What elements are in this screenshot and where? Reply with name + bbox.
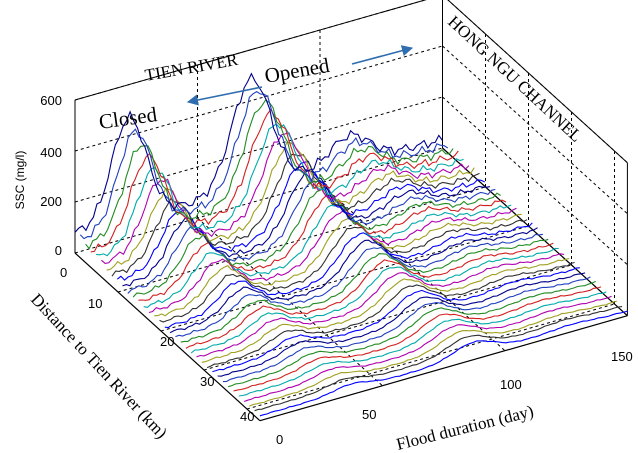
- ssc-series-line: [196, 253, 565, 358]
- side-wall-gridline: [442, 45, 628, 215]
- ssc-series-line: [169, 227, 538, 334]
- ssc-series-line: [206, 261, 575, 369]
- floor-gridline: [246, 303, 615, 410]
- duration-tick-label: 100: [500, 377, 522, 392]
- ssc-series-line: [217, 272, 586, 377]
- distance-tick-label: 0: [60, 265, 67, 280]
- ssc-series-line: [164, 222, 533, 329]
- z-tick-label: 600: [40, 93, 62, 108]
- ssc-series-line: [90, 108, 459, 253]
- opened-label: Opened: [263, 53, 332, 88]
- ssc-series-line: [185, 242, 554, 349]
- ssc-series-line: [101, 132, 470, 264]
- distance-tick-label: 10: [88, 296, 102, 311]
- hong-ngu-channel-label: HONG NGU CHANNEL: [444, 12, 585, 146]
- back-wall-gridline: [74, 96, 443, 203]
- z-tick-label: 0: [55, 243, 62, 258]
- ssc-series-line: [175, 233, 543, 338]
- ssc-series-line: [138, 195, 507, 301]
- distance-tick-label: 20: [160, 334, 174, 349]
- ssc-series-line: [201, 257, 570, 363]
- ssc-series-line: [143, 204, 512, 308]
- ssc-series-line: [259, 310, 628, 417]
- box-edge: [74, 147, 443, 254]
- ssc-series-line: [122, 169, 491, 287]
- ssc-series-line: [233, 286, 602, 392]
- z-axis-label: SSC (mg/l): [13, 151, 27, 210]
- back-wall-gridline: [74, 0, 427, 101]
- ssc-series-line: [222, 276, 591, 383]
- ssc-series-line: [154, 213, 522, 317]
- ssc-series-line: [159, 219, 528, 323]
- z-tick-label: 200: [40, 194, 62, 209]
- opened-arrow: [351, 45, 414, 65]
- distance-tick-label: 30: [200, 374, 214, 389]
- back-wall-gridline: [74, 45, 443, 152]
- ssc-series-line: [228, 280, 596, 388]
- duration-tick-label: 150: [611, 349, 633, 364]
- ssc-series-line: [180, 238, 549, 343]
- floor-gridline: [203, 264, 572, 371]
- distance-tick-label: 40: [240, 409, 254, 424]
- ssc-series-line: [249, 300, 617, 407]
- series: [74, 72, 628, 417]
- tien-river-label: TIEN RIVER: [143, 50, 239, 85]
- ssc-series-line: [132, 186, 501, 298]
- floor-gridline: [117, 186, 486, 293]
- box-edge: [447, 0, 628, 164]
- ssc-series-line: [79, 91, 449, 240]
- box-edge: [74, 252, 261, 422]
- z-tick-label: 400: [40, 145, 62, 160]
- floor-gridline: [197, 217, 383, 387]
- floor-gridline: [160, 225, 529, 332]
- duration-tick-label: 0: [276, 432, 283, 447]
- ssc-series-line: [111, 153, 480, 277]
- ssc-series-line: [243, 295, 612, 403]
- box-edge: [259, 315, 628, 422]
- ssc-series-line: [148, 207, 517, 314]
- closed-arrow: [186, 86, 263, 106]
- ssc-series-line: [254, 306, 623, 412]
- distance-axis: 0 10 20 30 40 Distance to Tien River (km…: [27, 265, 254, 442]
- box-edge: [74, 0, 427, 101]
- z-axis: 0 200 400 600 SSC (mg/l): [13, 93, 62, 258]
- duration-axis-label: Flood duration (day): [394, 401, 535, 453]
- ssc-series-line: [190, 247, 559, 354]
- ssc-series-line: [238, 291, 607, 397]
- closed-label: Closed: [97, 102, 159, 134]
- duration-tick-label: 50: [362, 407, 376, 422]
- ssc-series-line: [212, 267, 580, 373]
